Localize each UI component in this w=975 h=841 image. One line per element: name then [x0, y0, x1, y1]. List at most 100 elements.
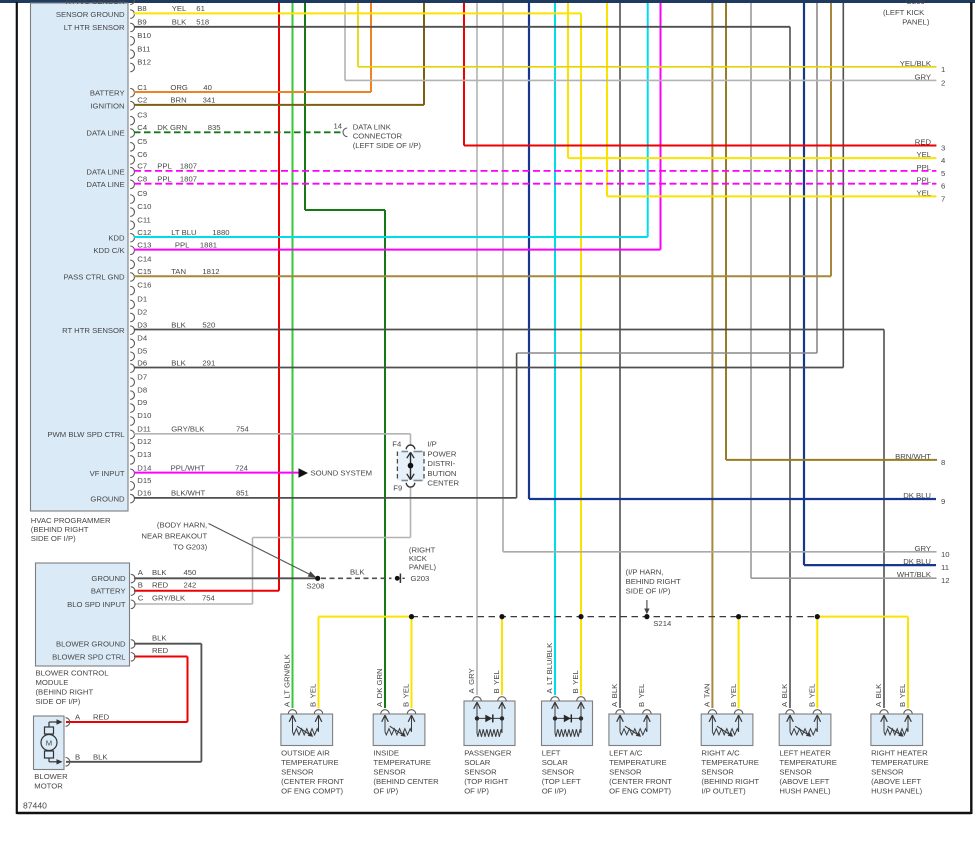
svg-text:SENSOR: SENSOR: [701, 767, 734, 776]
svg-text:YEL/BLK: YEL/BLK: [900, 59, 932, 68]
svg-text:(BEHIND RIGHT: (BEHIND RIGHT: [701, 777, 759, 786]
svg-text:2: 2: [941, 78, 945, 87]
svg-text:SOLAR: SOLAR: [464, 758, 491, 767]
svg-text:DK GRN: DK GRN: [157, 123, 187, 132]
svg-text:B: B: [898, 702, 907, 707]
svg-text:87440: 87440: [23, 801, 47, 811]
svg-text:5: 5: [941, 169, 945, 178]
svg-text:TAN: TAN: [171, 267, 186, 276]
svg-text:242: 242: [184, 581, 197, 590]
svg-text:B10: B10: [137, 31, 151, 40]
svg-text:DK BLU: DK BLU: [903, 557, 931, 566]
svg-text:BLK: BLK: [152, 568, 167, 577]
svg-text:(BEHIND RIGHT: (BEHIND RIGHT: [31, 525, 89, 534]
svg-text:1807: 1807: [180, 175, 197, 184]
svg-text:DK BLU: DK BLU: [903, 491, 931, 500]
svg-text:D7: D7: [137, 372, 147, 381]
svg-text:11: 11: [941, 563, 949, 572]
svg-text:B: B: [729, 702, 738, 707]
svg-text:GROUND: GROUND: [90, 494, 125, 503]
svg-text:SIDE OF I/P): SIDE OF I/P): [31, 534, 76, 543]
svg-text:TEMPERATURE: TEMPERATURE: [701, 758, 759, 767]
svg-text:BATTERY: BATTERY: [91, 587, 126, 596]
svg-text:SENSOR: SENSOR: [373, 767, 406, 776]
svg-text:KDD C/K: KDD C/K: [93, 246, 125, 255]
svg-text:HVAC PROGRAMMER: HVAC PROGRAMMER: [31, 516, 111, 525]
svg-text:I/P: I/P: [427, 440, 436, 449]
svg-text:PASS CTRL GND: PASS CTRL GND: [64, 273, 126, 282]
svg-text:291: 291: [202, 358, 215, 367]
svg-text:I/P OUTLET): I/P OUTLET): [701, 786, 746, 795]
svg-text:BLK: BLK: [152, 633, 167, 642]
svg-text:(ABOVE LEFT: (ABOVE LEFT: [779, 777, 829, 786]
svg-text:14: 14: [334, 122, 343, 131]
svg-text:NEAR BREAKOUT: NEAR BREAKOUT: [141, 531, 207, 540]
svg-text:C6: C6: [137, 150, 147, 159]
svg-text:HUSH PANEL): HUSH PANEL): [871, 786, 923, 795]
svg-text:520: 520: [202, 320, 215, 329]
svg-text:PWM BLW SPD CTRL: PWM BLW SPD CTRL: [47, 430, 125, 439]
svg-text:CONNECTOR: CONNECTOR: [353, 132, 403, 141]
svg-text:DATA LINE: DATA LINE: [86, 129, 124, 138]
svg-text:BLK: BLK: [610, 683, 619, 698]
svg-text:DATA LINE: DATA LINE: [86, 180, 124, 189]
svg-text:BLK: BLK: [93, 753, 108, 762]
svg-text:LT BLU/BLK: LT BLU/BLK: [545, 642, 554, 685]
svg-text:RED: RED: [915, 138, 932, 147]
svg-text:C9: C9: [137, 189, 147, 198]
svg-text:DATA LINK: DATA LINK: [353, 122, 392, 131]
svg-text:BLO SPD INPUT: BLO SPD INPUT: [67, 600, 126, 609]
svg-text:YEL: YEL: [571, 670, 580, 685]
svg-text:GRY/BLK: GRY/BLK: [171, 425, 205, 434]
svg-text:BEHIND RIGHT: BEHIND RIGHT: [626, 577, 681, 586]
svg-text:D5: D5: [137, 346, 147, 355]
svg-text:D16: D16: [137, 489, 151, 498]
svg-text:GRY: GRY: [467, 668, 476, 685]
svg-text:C15: C15: [137, 267, 151, 276]
svg-text:G200: G200: [906, 0, 925, 6]
svg-text:C: C: [138, 594, 144, 603]
svg-text:LT BLU: LT BLU: [171, 228, 196, 237]
svg-text:B: B: [808, 702, 817, 707]
svg-text:KDD: KDD: [108, 233, 125, 242]
svg-text:D1: D1: [137, 295, 147, 304]
svg-text:C7: C7: [137, 162, 147, 171]
svg-text:PPL: PPL: [157, 175, 172, 184]
svg-text:61: 61: [196, 4, 205, 13]
svg-text:B: B: [309, 702, 318, 707]
svg-text:BLK/WHT: BLK/WHT: [171, 489, 205, 498]
svg-text:B: B: [492, 688, 501, 693]
svg-text:BLOWER: BLOWER: [34, 772, 68, 781]
svg-text:PPL/WHT: PPL/WHT: [171, 463, 205, 472]
svg-text:MODULE: MODULE: [36, 678, 69, 687]
svg-text:BRN/WHT: BRN/WHT: [895, 452, 931, 461]
svg-text:(LEFT SIDE OF I/P): (LEFT SIDE OF I/P): [353, 141, 422, 150]
svg-text:RT A/C SENSOR: RT A/C SENSOR: [65, 0, 125, 6]
svg-text:C1: C1: [137, 83, 147, 92]
svg-text:OUTSIDE AIR: OUTSIDE AIR: [281, 748, 330, 757]
svg-text:B: B: [138, 581, 143, 590]
svg-text:OF I/P): OF I/P): [464, 786, 489, 795]
svg-text:GRY: GRY: [914, 544, 931, 553]
svg-text:SENSOR GROUND: SENSOR GROUND: [56, 10, 125, 19]
svg-text:LEFT: LEFT: [542, 748, 561, 757]
svg-text:YEL: YEL: [637, 683, 646, 698]
svg-text:TEMPERATURE: TEMPERATURE: [779, 758, 837, 767]
svg-text:D12: D12: [137, 437, 151, 446]
svg-text:C13: C13: [137, 240, 151, 249]
svg-text:BUTION: BUTION: [427, 469, 456, 478]
svg-text:RED: RED: [152, 581, 169, 590]
svg-text:IGNITION: IGNITION: [90, 101, 124, 110]
svg-text:BLOWER GROUND: BLOWER GROUND: [56, 640, 126, 649]
svg-text:INSIDE: INSIDE: [373, 748, 399, 757]
svg-text:SOLAR: SOLAR: [542, 758, 569, 767]
svg-text:PPL: PPL: [157, 162, 172, 171]
svg-text:F9: F9: [393, 484, 402, 493]
svg-text:B: B: [571, 688, 580, 693]
svg-text:40: 40: [203, 83, 212, 92]
svg-text:D9: D9: [137, 398, 147, 407]
svg-text:TEMPERATURE: TEMPERATURE: [373, 758, 431, 767]
svg-text:D10: D10: [137, 411, 151, 420]
svg-text:12: 12: [941, 576, 950, 585]
svg-text:8: 8: [941, 458, 945, 467]
